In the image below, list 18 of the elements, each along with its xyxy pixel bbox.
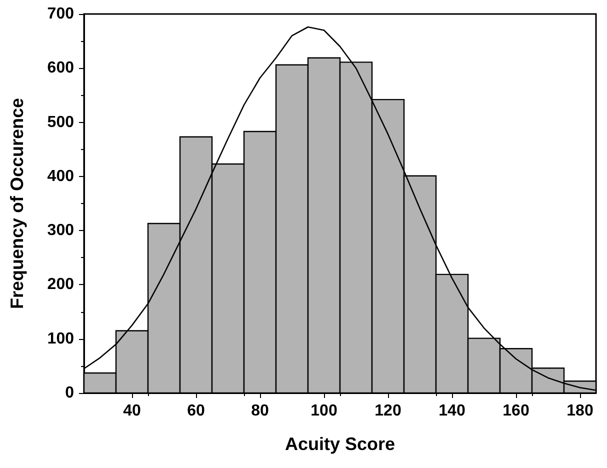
y-tick-label: 500 — [47, 114, 74, 131]
y-tick-label: 600 — [47, 60, 74, 77]
x-tick-label: 120 — [374, 402, 402, 420]
x-tick-label: 100 — [310, 402, 338, 420]
x-tick-label: 160 — [502, 402, 530, 420]
y-tick-label: 700 — [47, 6, 74, 22]
x-tick-label: 140 — [438, 402, 466, 420]
y-tick-label: 300 — [47, 222, 74, 240]
y-axis-title: Frequency of Occurence — [7, 98, 27, 310]
y-tick-label: 200 — [47, 276, 74, 294]
x-tick-label: 180 — [566, 402, 594, 420]
y-tick-label: 0 — [65, 384, 74, 402]
x-tick-label: 40 — [123, 402, 141, 420]
y-tick-label: 100 — [47, 330, 74, 348]
y-tick-label: 400 — [47, 168, 74, 185]
x-axis-title: Acuity Score — [284, 434, 396, 454]
x-tick-label: 60 — [187, 402, 205, 420]
x-tick-label: 80 — [251, 402, 269, 420]
